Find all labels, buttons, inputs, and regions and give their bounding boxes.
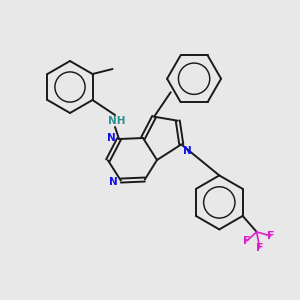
- Text: N: N: [107, 133, 116, 143]
- Text: N: N: [183, 146, 192, 156]
- Text: F: F: [256, 243, 263, 253]
- Text: NH: NH: [108, 116, 126, 126]
- Text: F: F: [243, 236, 250, 246]
- Text: F: F: [267, 231, 274, 241]
- Text: N: N: [109, 177, 118, 187]
